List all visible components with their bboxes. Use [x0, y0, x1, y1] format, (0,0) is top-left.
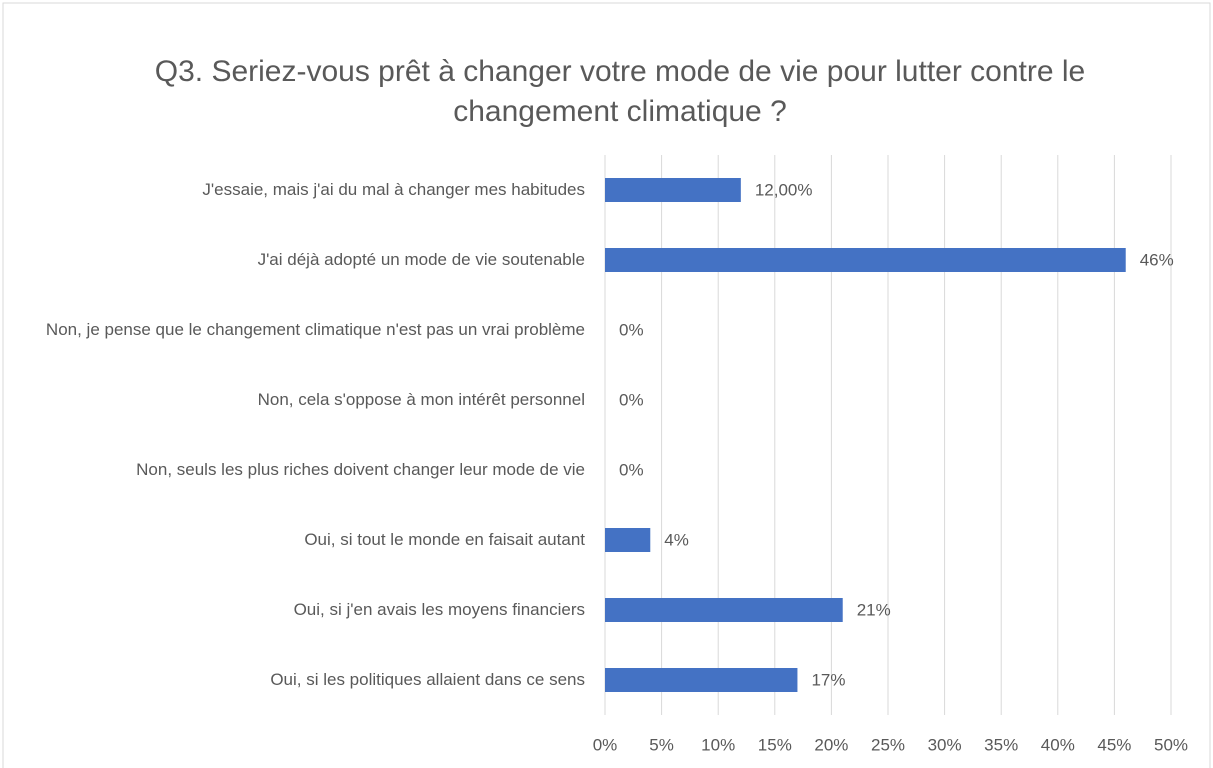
- x-tick-label: 50%: [1154, 735, 1188, 754]
- x-tick-label: 10%: [701, 735, 735, 754]
- x-tick-label: 30%: [928, 735, 962, 754]
- y-tick-label: Oui, si tout le monde en faisait autant: [304, 530, 585, 549]
- category-label-box: J'ai déjà adopté un mode de vie soutenab…: [20, 249, 585, 271]
- x-tick-label: 20%: [814, 735, 848, 754]
- x-tick-label: 5%: [649, 735, 674, 754]
- data-label: 46%: [1140, 250, 1174, 269]
- bar: [605, 598, 843, 622]
- category-label-box: Non, je pense que le changement climatiq…: [20, 319, 585, 341]
- category-label-box: Non, seuls les plus riches doivent chang…: [20, 459, 585, 481]
- x-tick-label: 45%: [1097, 735, 1131, 754]
- bar: [605, 248, 1126, 272]
- x-tick-label: 0%: [593, 735, 618, 754]
- data-label: 0%: [619, 460, 644, 479]
- y-tick-label: Oui, si les politiques allaient dans ce …: [270, 670, 585, 689]
- chart-title: Q3. Seriez-vous prêt à changer votre mod…: [154, 55, 1086, 128]
- category-label-box: Oui, si tout le monde en faisait autant: [20, 529, 585, 551]
- category-label-box: Non, cela s'oppose à mon intérêt personn…: [20, 389, 585, 411]
- y-tick-label: J'essaie, mais j'ai du mal à changer mes…: [202, 180, 585, 199]
- bar: [605, 178, 741, 202]
- category-label-box: Oui, si les politiques allaient dans ce …: [20, 669, 585, 691]
- y-tick-label: Non, seuls les plus riches doivent chang…: [136, 460, 585, 479]
- y-tick-label: Oui, si j'en avais les moyens financiers: [293, 600, 585, 619]
- data-label: 0%: [619, 320, 644, 339]
- category-label-box: Oui, si j'en avais les moyens financiers: [20, 599, 585, 621]
- x-tick-label: 15%: [758, 735, 792, 754]
- y-tick-label: Non, je pense que le changement climatiq…: [45, 320, 585, 339]
- x-tick-label: 35%: [984, 735, 1018, 754]
- data-label: 0%: [619, 390, 644, 409]
- y-tick-label: Non, cela s'oppose à mon intérêt personn…: [257, 390, 585, 409]
- y-tick-label: J'ai déjà adopté un mode de vie soutenab…: [257, 250, 585, 269]
- data-label: 4%: [664, 530, 689, 549]
- category-label-box: J'essaie, mais j'ai du mal à changer mes…: [20, 179, 585, 201]
- bar: [605, 668, 798, 692]
- data-label: 21%: [857, 600, 891, 619]
- data-label: 17%: [811, 670, 845, 689]
- x-tick-label: 40%: [1041, 735, 1075, 754]
- bar: [605, 528, 651, 552]
- data-label: 12,00%: [755, 180, 813, 199]
- x-tick-label: 25%: [871, 735, 905, 754]
